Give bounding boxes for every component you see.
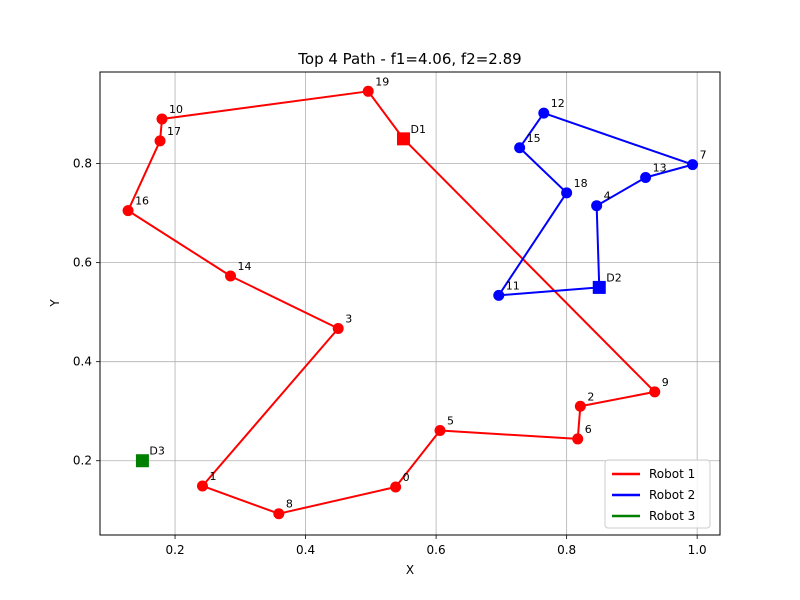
route-point [572,433,584,445]
point-label: 2 [587,390,594,403]
x-axis-label: X [406,563,414,577]
route-point [640,171,652,183]
depot-markers [135,132,606,468]
series-lines [127,90,694,515]
x-tick-label: 0.8 [557,543,576,557]
depot-marker [135,454,149,468]
route-point [574,400,586,412]
route-point [434,425,446,437]
route-point [196,480,208,492]
y-tick-label: 0.2 [73,454,92,468]
point-label: 8 [286,498,293,511]
depot-label: D3 [149,445,164,458]
route-points [122,85,699,520]
route-point [687,159,699,171]
chart-title: Top 4 Path - f1=4.06, f2=2.89 [297,50,521,68]
y-axis-label: Y [48,299,62,308]
axis-ticks: 0.2 0.4 0.6 0.8 1.0 0.2 0.4 0.6 0.8 [73,157,707,557]
legend-entry: Robot 1 [649,467,695,481]
point-label: 9 [662,376,669,389]
point-label: 12 [551,97,565,110]
point-label: 17 [167,125,181,138]
x-tick-label: 0.6 [427,543,446,557]
route-point [225,270,237,282]
route-point [591,200,603,212]
y-tick-label: 0.6 [73,256,92,270]
y-tick-label: 0.4 [73,355,92,369]
y-tick-label: 0.8 [73,157,92,171]
route-point [122,205,134,217]
legend-entry: Robot 2 [649,488,695,502]
point-label: 5 [447,415,454,428]
point-label: 15 [527,132,541,145]
depot-label: D2 [606,271,621,284]
depot-label: D1 [410,123,425,136]
point-label: 3 [345,313,352,326]
point-label: 19 [375,75,389,88]
point-label: 7 [700,149,707,162]
point-label: 0 [403,471,410,484]
route-point [538,107,550,119]
legend: Robot 1 Robot 2 Robot 3 [604,459,711,529]
route-point [514,142,526,154]
route-point [362,85,374,97]
point-label: 11 [506,279,520,292]
route-point [154,135,166,147]
point-label: 16 [135,195,149,208]
x-tick-label: 0.4 [296,543,315,557]
depot-marker [592,280,606,294]
legend-entry: Robot 3 [649,509,695,523]
plot-frame [99,71,721,536]
route-point [390,481,402,493]
point-label: 13 [653,161,667,174]
grid [100,72,720,535]
point-label: 4 [604,190,611,203]
legend-box [604,459,711,529]
route-point [493,289,505,301]
depot-marker [396,132,410,146]
x-tick-label: 1.0 [688,543,707,557]
point-label: 6 [585,423,592,436]
route-point [332,323,344,335]
route-point [561,187,573,199]
route-point [273,508,285,520]
route-point [156,113,168,125]
series-line-robot-1 [127,90,656,515]
point-label: 1 [209,470,216,483]
route-point [649,386,661,398]
point-label: 10 [169,103,183,116]
point-label: 14 [238,260,252,273]
point-label: 18 [574,177,588,190]
x-tick-label: 0.2 [166,543,185,557]
